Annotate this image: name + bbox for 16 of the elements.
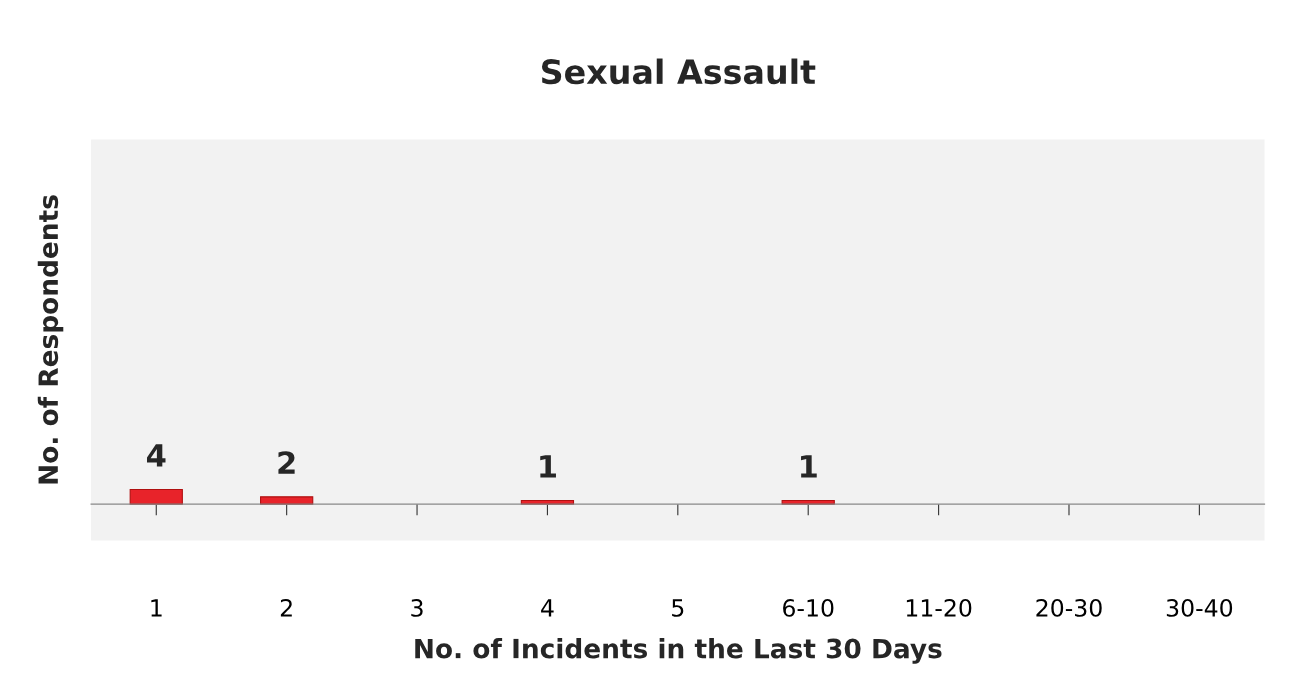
x-tick-label: 3 bbox=[411, 598, 423, 617]
data-label: 1 bbox=[801, 455, 817, 478]
x-tick-label: 20-30 bbox=[1036, 598, 1102, 617]
data-label: 1 bbox=[540, 455, 556, 478]
x-tick-label: 1 bbox=[151, 599, 162, 617]
y-axis-title: No. of Respondents bbox=[37, 195, 64, 484]
x-tick-label: 6-10 bbox=[783, 598, 834, 617]
x-tick-label: 4 bbox=[541, 599, 554, 617]
x-tick-label: 5 bbox=[672, 599, 684, 617]
x-tick-label: 2 bbox=[280, 598, 292, 617]
chart-title: Sexual Assault bbox=[542, 58, 816, 85]
x-axis-title: No. of Incidents in the Last 30 Days bbox=[415, 638, 942, 664]
data-label: 4 bbox=[147, 444, 166, 467]
data-label: 2 bbox=[278, 451, 295, 474]
x-tick-label: 30-40 bbox=[1166, 598, 1233, 617]
x-tick-label: 11-20 bbox=[906, 598, 972, 617]
